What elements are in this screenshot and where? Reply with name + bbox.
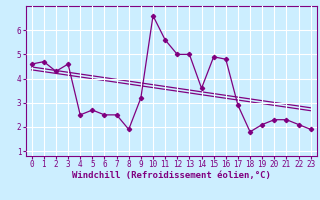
X-axis label: Windchill (Refroidissement éolien,°C): Windchill (Refroidissement éolien,°C) bbox=[72, 171, 271, 180]
